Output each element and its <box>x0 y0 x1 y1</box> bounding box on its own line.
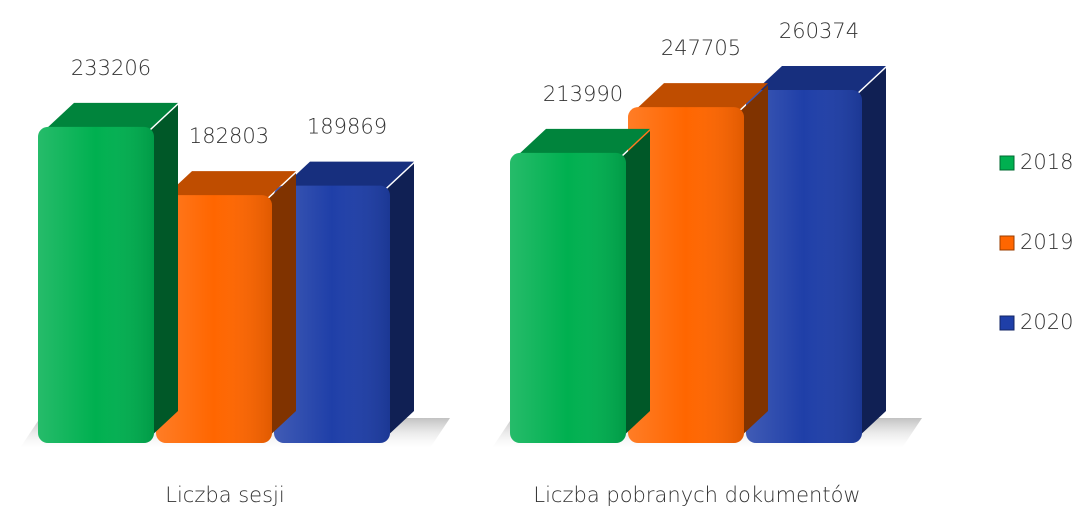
bar-top <box>44 102 178 131</box>
value-label: 213990 <box>543 82 623 106</box>
bar <box>628 83 768 443</box>
bar-top <box>634 83 768 112</box>
bar-sheen <box>510 152 626 443</box>
bar-top <box>752 66 886 94</box>
value-label: 233206 <box>71 56 151 80</box>
bar <box>746 66 886 443</box>
legend-swatch <box>999 315 1015 331</box>
legend-label: 2020 <box>1020 310 1073 334</box>
bar-top <box>280 161 414 190</box>
bar-side <box>620 130 650 439</box>
bar-side <box>738 85 768 439</box>
legend-label: 2018 <box>1020 150 1073 174</box>
bar-sheen <box>38 126 154 444</box>
bar-top <box>162 171 296 200</box>
bar <box>38 102 178 444</box>
legend-label: 2019 <box>1020 230 1073 254</box>
x-tick-label: Liczba pobranych dokumentów <box>533 483 860 507</box>
bar-side <box>384 163 414 439</box>
value-label: 260374 <box>779 19 859 43</box>
legend-swatch <box>999 235 1015 251</box>
bar-side <box>266 173 296 440</box>
bar-side <box>856 68 886 439</box>
bar-sheen <box>746 90 862 443</box>
legend-swatch <box>999 155 1015 171</box>
bar-top <box>516 128 650 157</box>
bar-side <box>148 104 178 440</box>
bar-sheen <box>156 195 272 443</box>
bar-sheen <box>628 107 744 443</box>
x-tick-label: Liczba sesji <box>165 483 284 507</box>
bar <box>510 128 650 443</box>
bar <box>156 171 296 443</box>
bar-sheen <box>274 185 390 443</box>
value-label: 189869 <box>307 115 387 139</box>
value-label: 182803 <box>189 124 269 148</box>
bar <box>274 161 414 443</box>
value-label: 247705 <box>661 36 741 60</box>
